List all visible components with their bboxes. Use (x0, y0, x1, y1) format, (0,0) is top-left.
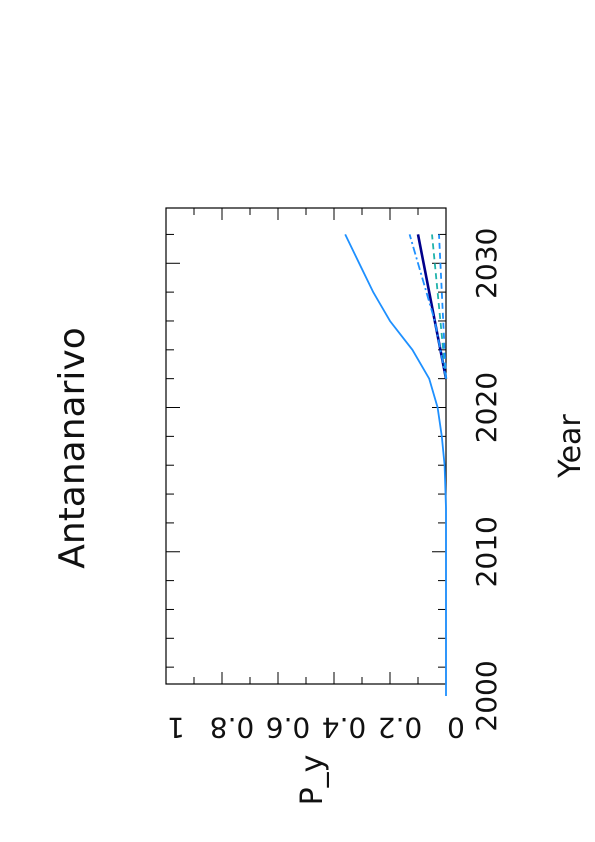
y-tick-label: 0.6 (266, 711, 311, 744)
x-tick-label: 2010 (470, 516, 503, 587)
x-tick-label: 2030 (470, 228, 503, 299)
plot-frame (166, 208, 446, 684)
y-tick-label: 0.8 (210, 711, 255, 744)
chart-title: Antananarivo (52, 327, 93, 569)
y-tick-label: 0.4 (322, 711, 367, 744)
y-tick-label: 0 (447, 711, 465, 744)
series-line-4 (432, 234, 446, 378)
y-tick-label: 1 (167, 711, 185, 744)
x-axis-label: Year (553, 414, 588, 479)
y-axis-ticks: 0 0.2 0.4 0.6 0.8 1 (166, 208, 465, 744)
x-tick-label: 2000 (470, 660, 503, 731)
series-layer (345, 234, 446, 696)
x-tick-label: 2020 (470, 372, 503, 443)
y-axis-label: P_y (295, 755, 330, 806)
y-tick-label: 0.2 (378, 711, 423, 744)
x-axis-ticks: 2000 2010 2020 2030 (166, 228, 503, 732)
